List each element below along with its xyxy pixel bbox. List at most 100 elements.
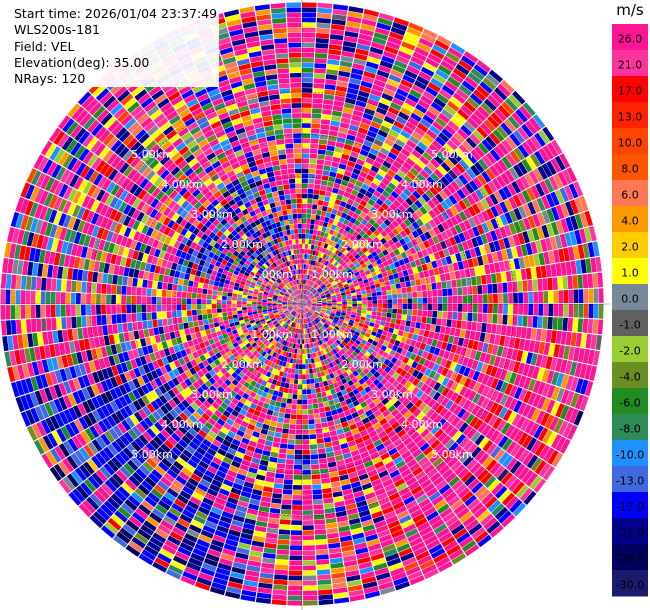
velocity-gate <box>287 595 302 601</box>
velocity-gate <box>545 356 553 370</box>
velocity-gate <box>161 415 172 425</box>
velocity-gate <box>252 452 262 460</box>
velocity-gate <box>54 225 63 239</box>
velocity-gate <box>91 282 97 294</box>
velocity-gate <box>269 289 275 294</box>
velocity-gate <box>428 379 437 389</box>
velocity-gate <box>262 302 267 304</box>
velocity-gate <box>107 119 120 133</box>
velocity-gate <box>217 169 226 178</box>
velocity-gate <box>212 347 220 355</box>
velocity-gate <box>245 370 252 377</box>
velocity-gate <box>237 339 243 345</box>
velocity-gate <box>430 425 441 435</box>
velocity-gate <box>197 395 206 404</box>
velocity-gate <box>232 260 239 267</box>
velocity-gate <box>514 446 526 460</box>
velocity-gate <box>97 420 108 433</box>
velocity-gate <box>253 313 259 317</box>
velocity-gate <box>302 344 305 349</box>
velocity-gate <box>563 345 571 360</box>
velocity-gate <box>314 524 326 530</box>
velocity-gate <box>500 381 509 394</box>
velocity-gate <box>208 318 214 324</box>
velocity-gate <box>472 340 479 351</box>
velocity-gate <box>321 375 327 382</box>
velocity-gate <box>343 358 350 365</box>
velocity-gate <box>166 311 172 319</box>
velocity-gate <box>375 319 381 325</box>
velocity-gate <box>407 304 413 310</box>
velocity-gate <box>317 322 322 328</box>
velocity-gate <box>328 326 333 331</box>
velocity-gate <box>31 318 37 333</box>
velocity-gate <box>261 265 267 271</box>
velocity-gate <box>251 245 258 252</box>
velocity-gate <box>76 351 84 364</box>
velocity-gate <box>268 331 274 336</box>
velocity-gate <box>373 439 383 447</box>
velocity-gate <box>20 305 26 319</box>
velocity-gate <box>261 454 270 462</box>
velocity-gate <box>349 407 357 414</box>
velocity-gate <box>222 295 227 300</box>
velocity-gate <box>438 349 446 358</box>
velocity-gate <box>221 304 227 309</box>
velocity-gate <box>346 311 352 315</box>
velocity-gate <box>283 280 288 285</box>
velocity-gate <box>174 442 185 453</box>
velocity-gate <box>264 365 270 371</box>
velocity-gate <box>292 495 302 500</box>
velocity-gate <box>419 342 427 351</box>
velocity-gate <box>245 476 256 484</box>
velocity-gate <box>250 402 257 410</box>
velocity-gate <box>287 314 292 318</box>
velocity-gate <box>306 389 312 395</box>
velocity-gate <box>372 515 385 524</box>
velocity-gate <box>145 382 154 392</box>
velocity-gate <box>378 393 386 402</box>
velocity-gate <box>411 361 419 369</box>
velocity-gate <box>362 455 372 464</box>
velocity-gate <box>211 354 218 362</box>
velocity-gate <box>173 277 179 285</box>
velocity-gate <box>348 391 355 398</box>
velocity-gate <box>302 304 305 309</box>
velocity-gate <box>172 231 180 240</box>
velocity-gate <box>58 382 67 396</box>
velocity-gate <box>174 330 181 338</box>
velocity-gate <box>302 424 309 430</box>
velocity-gate <box>347 380 354 387</box>
velocity-gate <box>315 544 328 550</box>
velocity-gate <box>256 592 272 599</box>
velocity-gate <box>183 135 195 146</box>
velocity-gate <box>163 392 172 402</box>
velocity-gate <box>253 344 260 350</box>
velocity-gate <box>247 295 253 299</box>
velocity-gate <box>246 205 254 213</box>
velocity-gate <box>44 222 53 237</box>
velocity-gate <box>86 385 96 398</box>
velocity-gate <box>522 434 533 449</box>
velocity-gate <box>532 394 542 408</box>
velocity-gate <box>271 326 276 331</box>
velocity-gate <box>326 415 334 422</box>
velocity-gate <box>183 408 192 418</box>
velocity-gate <box>171 353 178 362</box>
velocity-gate <box>302 304 307 305</box>
velocity-gate <box>207 182 216 191</box>
velocity-gate <box>360 514 372 523</box>
velocity-gate <box>452 353 460 363</box>
velocity-gate <box>292 500 302 505</box>
velocity-gate <box>178 439 188 449</box>
velocity-gate <box>302 525 314 531</box>
velocity-gate <box>284 295 289 298</box>
velocity-gate <box>345 313 351 317</box>
velocity-gate <box>136 304 142 313</box>
velocity-gate <box>292 328 296 333</box>
velocity-gate <box>469 330 476 340</box>
velocity-gate <box>565 331 572 346</box>
velocity-gate <box>366 426 375 434</box>
velocity-gate <box>133 186 143 198</box>
velocity-gate <box>234 226 242 233</box>
